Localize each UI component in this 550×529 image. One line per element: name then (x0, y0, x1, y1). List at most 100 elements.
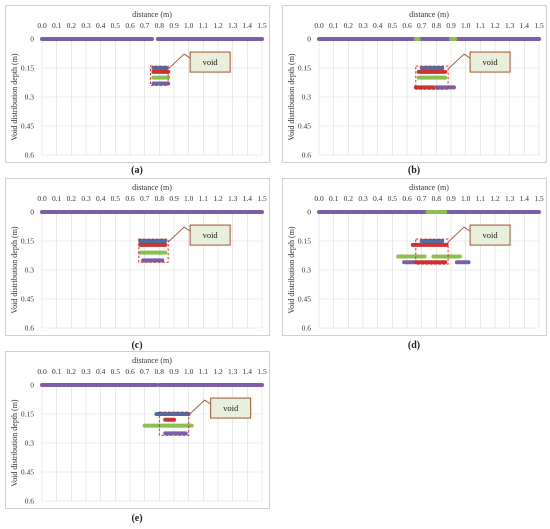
void-callout-box (469, 51, 511, 73)
panel-c: 0.0 0.1 0.2 0.3 0.4 0.5 0.6 0.7 0.8 0.9 1.0 1.1 1.2 1… (5, 178, 270, 336)
x-tick-label: 0.3 (81, 367, 91, 376)
x-tick-label: 0.7 (140, 194, 150, 203)
x-tick-label: 0.5 (388, 21, 398, 30)
y-tick-label: 0.45 (21, 468, 34, 477)
x-tick-label: 0.0 (37, 21, 47, 30)
x-tick-label: 0.6 (402, 194, 412, 203)
x-tick-label: 1.2 (213, 21, 223, 30)
y-tick-label: 0 (30, 35, 34, 44)
x-tick-label: 0.4 (96, 367, 106, 376)
y-tick-label: 0.45 (21, 295, 34, 304)
x-tick-label: 1.4 (243, 194, 253, 203)
x-tick-label: 0.4 (373, 194, 383, 203)
x-tick-label: 0.4 (96, 194, 106, 203)
x-tick-label: 1.2 (490, 194, 500, 203)
x-tick-label: 0.0 (314, 21, 324, 30)
x-tick-label: 1.4 (243, 21, 253, 30)
x-tick-label: 1.0 (184, 21, 194, 30)
x-tick-label: 0.1 (52, 21, 62, 30)
y-axis-title: Void distribution depth (m) (287, 53, 296, 141)
x-tick-label: 0.7 (417, 194, 427, 203)
void-callout-box (210, 397, 252, 419)
x-tick-label: 1.2 (213, 194, 223, 203)
x-tick-label: 1.4 (520, 21, 530, 30)
y-tick-label: 0 (30, 381, 34, 390)
x-tick-label: 0.7 (140, 367, 150, 376)
void-outline (150, 65, 169, 86)
x-tick-label: 0.8 (432, 21, 442, 30)
x-tick-label: 0.2 (344, 21, 354, 30)
callout-leader (447, 53, 471, 70)
chart-d: 0.0 0.1 0.2 0.3 0.4 0.5 0.6 0.7 0.8 0.9 1.0 1.1 1.2 1… (282, 178, 547, 336)
x-tick-label: 0.9 (446, 194, 456, 203)
x-tick-label: 1.4 (520, 194, 530, 203)
panel-a: 0.0 0.1 0.2 0.3 0.4 0.5 0.6 0.7 0.8 0.9 1.0 1.1 1.2 1… (5, 5, 270, 163)
x-tick-label: 0.8 (155, 367, 165, 376)
panel-e: 0.0 0.1 0.2 0.3 0.4 0.5 0.6 0.7 0.8 0.9 1.0 1.1 1.2 1… (5, 351, 270, 509)
y-axis-title: Void distribution depth (m) (10, 53, 19, 141)
y-tick-label: 0.6 (302, 324, 312, 333)
x-tick-label: 0.7 (417, 21, 427, 30)
x-tick-label: 0.9 (446, 21, 456, 30)
panel-b: 0.0 0.1 0.2 0.3 0.4 0.5 0.6 0.7 0.8 0.9 1.0 1.1 1.2 1… (282, 5, 547, 163)
panel-label-d: (d) (407, 340, 421, 351)
callout-leader (167, 226, 191, 243)
x-tick-label: 1.4 (243, 367, 253, 376)
panel-d: 0.0 0.1 0.2 0.3 0.4 0.5 0.6 0.7 0.8 0.9 1.0 1.1 1.2 1… (282, 178, 547, 336)
x-tick-label: 0.1 (329, 21, 339, 30)
callout-leader (167, 53, 191, 70)
y-tick-label: 0.45 (21, 122, 34, 131)
y-tick-label: 0.6 (302, 151, 312, 160)
x-tick-label: 1.2 (213, 367, 223, 376)
chart-a: 0.0 0.1 0.2 0.3 0.4 0.5 0.6 0.7 0.8 0.9 1.0 1.1 1.2 1… (5, 5, 270, 163)
y-tick-label: 0.3 (25, 93, 35, 102)
x-tick-label: 0.3 (358, 194, 368, 203)
x-tick-label: 0.1 (329, 194, 339, 203)
y-tick-label: 0.6 (25, 151, 35, 160)
x-tick-label: 1.3 (228, 21, 238, 30)
x-axis-title: distance (m) (409, 10, 449, 19)
x-tick-label: 1.0 (184, 194, 194, 203)
x-tick-label: 1.3 (228, 194, 238, 203)
x-tick-label: 0.2 (67, 21, 77, 30)
x-tick-label: 0.1 (52, 194, 62, 203)
x-tick-label: 1.3 (228, 367, 238, 376)
x-tick-label: 1.1 (476, 21, 486, 30)
x-tick-label: 0.3 (358, 21, 368, 30)
y-tick-label: 0.3 (302, 93, 312, 102)
y-tick-label: 0 (307, 35, 311, 44)
x-tick-label: 0.5 (388, 194, 398, 203)
x-tick-label: 1.0 (184, 367, 194, 376)
x-tick-label: 0.5 (111, 367, 121, 376)
y-tick-label: 0.45 (298, 122, 311, 131)
callout-leader (447, 226, 471, 243)
x-tick-label: 1.5 (257, 367, 267, 376)
x-tick-label: 1.5 (257, 21, 267, 30)
void-callout-box (189, 224, 231, 246)
x-tick-label: 1.3 (505, 21, 515, 30)
panel-label-c: (c) (131, 340, 143, 351)
x-tick-label: 0.0 (37, 367, 47, 376)
x-tick-label: 0.5 (111, 194, 121, 203)
x-tick-label: 1.1 (476, 194, 486, 203)
panel-label-e: (e) (131, 513, 143, 524)
x-tick-label: 1.0 (461, 21, 471, 30)
y-tick-label: 0.3 (25, 266, 35, 275)
x-axis-title: distance (m) (409, 183, 449, 192)
void-callout-text: void (483, 230, 499, 240)
chart-c: 0.0 0.1 0.2 0.3 0.4 0.5 0.6 0.7 0.8 0.9 1.0 1.1 1.2 1… (5, 178, 270, 336)
x-tick-label: 0.9 (169, 21, 179, 30)
x-tick-label: 0.6 (125, 367, 135, 376)
void-outline (415, 65, 449, 90)
x-tick-label: 0.9 (169, 194, 179, 203)
x-tick-label: 0.9 (169, 367, 179, 376)
y-tick-label: 0.6 (25, 324, 35, 333)
x-tick-label: 0.2 (67, 367, 77, 376)
x-tick-label: 0.6 (402, 21, 412, 30)
void-callout-text: void (203, 57, 219, 67)
x-tick-label: 0.6 (125, 21, 135, 30)
y-tick-label: 0.15 (298, 64, 311, 73)
x-tick-label: 1.1 (199, 21, 209, 30)
y-tick-label: 0.45 (298, 295, 311, 304)
void-callout-box (189, 51, 231, 73)
